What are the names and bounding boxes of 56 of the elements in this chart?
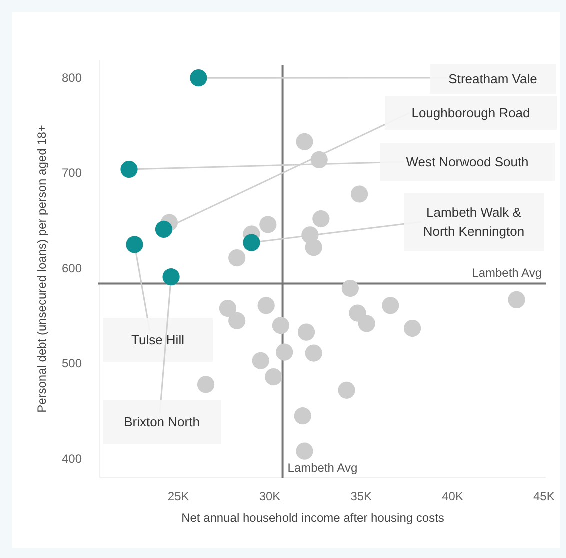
point <box>272 317 290 334</box>
point <box>338 382 356 399</box>
point <box>190 70 208 87</box>
point <box>197 376 215 394</box>
point <box>276 344 294 361</box>
annotation: Lambeth Walk & North Kennington <box>423 205 525 239</box>
y-axis-title: Personal debt (unsecured loans) per person aged 18+ <box>35 125 49 413</box>
point <box>294 408 312 425</box>
x-tick-label: 25K <box>168 490 190 504</box>
point <box>228 312 246 330</box>
point <box>351 186 368 203</box>
y-tick-label: 800 <box>62 70 82 85</box>
point <box>120 160 138 178</box>
point <box>508 291 526 308</box>
x-tick-label: 30K <box>259 490 281 504</box>
point <box>305 239 322 256</box>
point <box>296 442 314 460</box>
callout-label: Lambeth Walk & North Kennington <box>252 193 544 251</box>
y-tick-label: 600 <box>62 261 82 276</box>
point <box>342 280 359 298</box>
point <box>228 250 246 267</box>
annotation: West Norwood South <box>406 154 529 170</box>
point <box>155 220 173 238</box>
point <box>243 234 260 252</box>
annotation: Tulse Hill <box>132 332 185 348</box>
x-tick-label: 45K <box>533 490 555 504</box>
point <box>404 320 422 338</box>
point <box>252 352 270 370</box>
ref-line-label: Lambeth Avg <box>472 266 542 280</box>
point <box>260 216 277 234</box>
point <box>219 300 237 318</box>
point <box>298 324 316 341</box>
point <box>310 151 328 169</box>
annotation: Brixton North <box>124 414 200 430</box>
callout-label: Tulse Hill <box>103 244 213 362</box>
ref-line-label: Lambeth Avg <box>288 461 358 475</box>
y-tick-label: 700 <box>62 166 82 180</box>
point <box>126 236 144 254</box>
annotation: Loughborough Road <box>412 106 530 120</box>
x-tick-label: 40K <box>442 490 464 504</box>
point <box>296 133 314 150</box>
point <box>162 268 180 286</box>
x-tick-label: 35K <box>350 490 372 504</box>
point <box>358 315 376 332</box>
point <box>349 304 366 322</box>
y-tick-label: 500 <box>62 356 82 371</box>
point <box>305 344 322 362</box>
point <box>265 368 282 386</box>
x-axis-title: Net annual household income after housing costs <box>182 511 444 525</box>
y-tick-label: 400 <box>62 452 82 466</box>
point <box>258 297 275 314</box>
point <box>312 210 330 228</box>
annotation: Streatham Vale <box>448 72 538 86</box>
callout-label: Streatham Vale <box>198 64 556 94</box>
callout-label: West Norwood South <box>129 143 555 181</box>
point <box>382 297 400 314</box>
